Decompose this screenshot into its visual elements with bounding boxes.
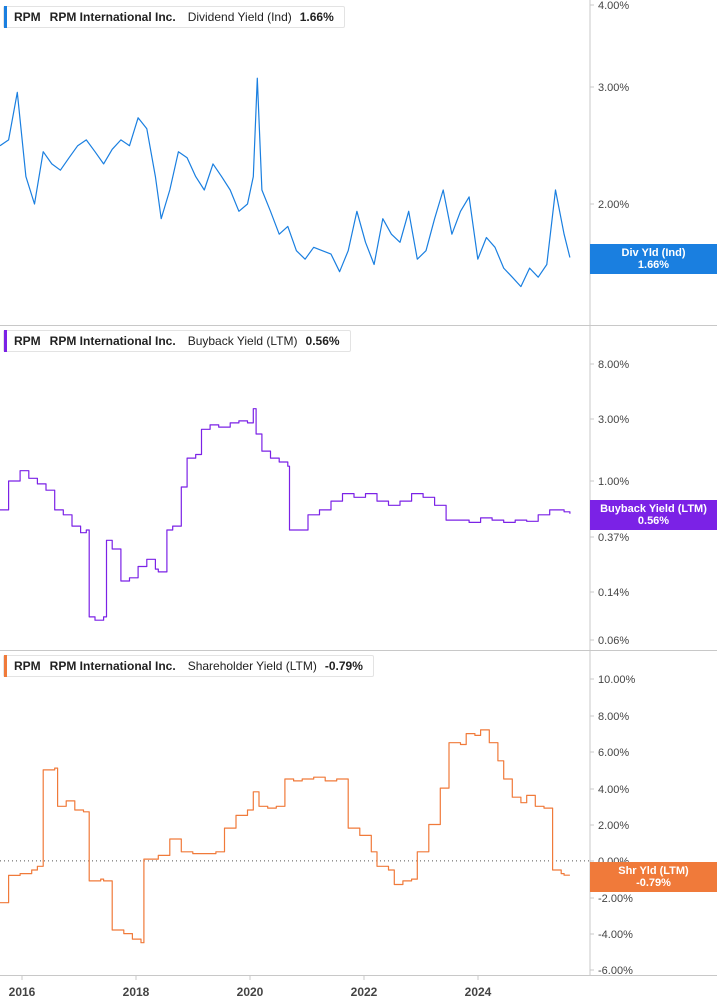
y-tick-label: 4.00% [598, 0, 629, 12]
legend-metric: Buyback Yield (LTM) [187, 334, 298, 348]
series-line-shareholder-yield [0, 729, 570, 944]
legend-company: RPM International Inc. [49, 659, 176, 673]
x-tick-label: 2022 [351, 985, 378, 999]
legend-shareholder-yield[interactable]: RPM RPM International Inc. Shareholder Y… [3, 655, 374, 677]
y-axis-labels: 4.00% 3.00% 2.00% 8.00% 3.00% 1.00% 0.37% 0.14%… [590, 0, 636, 977]
y-tick-label: -6.00% [598, 965, 633, 977]
legend-value: 0.56% [305, 334, 340, 348]
x-axis-labels: 2016 2018 2020 2022 2024 [9, 975, 492, 999]
y-tick-label: 8.00% [598, 711, 629, 723]
legend-ticker: RPM [14, 10, 41, 24]
y-tick-label: 0.06% [598, 635, 629, 647]
y-tick-label: 4.00% [598, 784, 629, 796]
y-tick-label: 0.14% [598, 587, 629, 599]
legend-company: RPM International Inc. [49, 334, 176, 348]
value-tag-value: 1.66% [637, 259, 670, 271]
y-tick-label: -2.00% [598, 893, 633, 905]
value-tag-dividend-yield: Div Yld (Ind) 1.66% [590, 244, 717, 274]
series-line-buyback-yield [0, 408, 571, 621]
value-tag-label: Shr Yld (LTM) [618, 865, 689, 877]
series-color-swatch [4, 6, 7, 28]
y-tick-label: 0.37% [598, 532, 629, 544]
y-tick-label: 3.00% [598, 82, 629, 94]
value-tag-shareholder-yield: Shr Yld (LTM) -0.79% [590, 862, 717, 892]
series-color-swatch [4, 330, 7, 352]
legend-metric: Shareholder Yield (LTM) [187, 659, 317, 673]
legend-dividend-yield[interactable]: RPM RPM International Inc. Dividend Yiel… [3, 6, 345, 28]
legend-value: 1.66% [299, 10, 334, 24]
legend-value: -0.79% [324, 659, 363, 673]
x-tick-label: 2016 [9, 985, 36, 999]
value-tag-buyback-yield: Buyback Yield (LTM) 0.56% [590, 500, 717, 530]
y-tick-label: 2.00% [598, 820, 629, 832]
y-tick-label: 8.00% [598, 359, 629, 371]
series-line-dividend-yield [0, 77, 571, 288]
value-tag-value: 0.56% [637, 515, 670, 527]
y-tick-label: -4.00% [598, 929, 633, 941]
chart-frame [0, 0, 717, 976]
legend-metric: Dividend Yield (Ind) [187, 10, 292, 24]
value-tag-value: -0.79% [636, 877, 671, 889]
x-tick-label: 2020 [237, 985, 264, 999]
series-color-swatch [4, 655, 7, 677]
x-tick-label: 2024 [465, 985, 492, 999]
legend-ticker: RPM [14, 334, 41, 348]
legend-ticker: RPM [14, 659, 41, 673]
series-lines [0, 77, 571, 944]
x-tick-label: 2018 [123, 985, 150, 999]
value-tag-label: Div Yld (Ind) [621, 247, 686, 259]
legend-company: RPM International Inc. [49, 10, 176, 24]
y-tick-label: 3.00% [598, 414, 629, 426]
legend-buyback-yield[interactable]: RPM RPM International Inc. Buyback Yield… [3, 330, 351, 352]
y-tick-label: 2.00% [598, 199, 629, 211]
y-tick-label: 1.00% [598, 476, 629, 488]
y-tick-label: 6.00% [598, 747, 629, 759]
y-tick-label: 10.00% [598, 674, 636, 686]
value-tag-label: Buyback Yield (LTM) [600, 503, 707, 515]
